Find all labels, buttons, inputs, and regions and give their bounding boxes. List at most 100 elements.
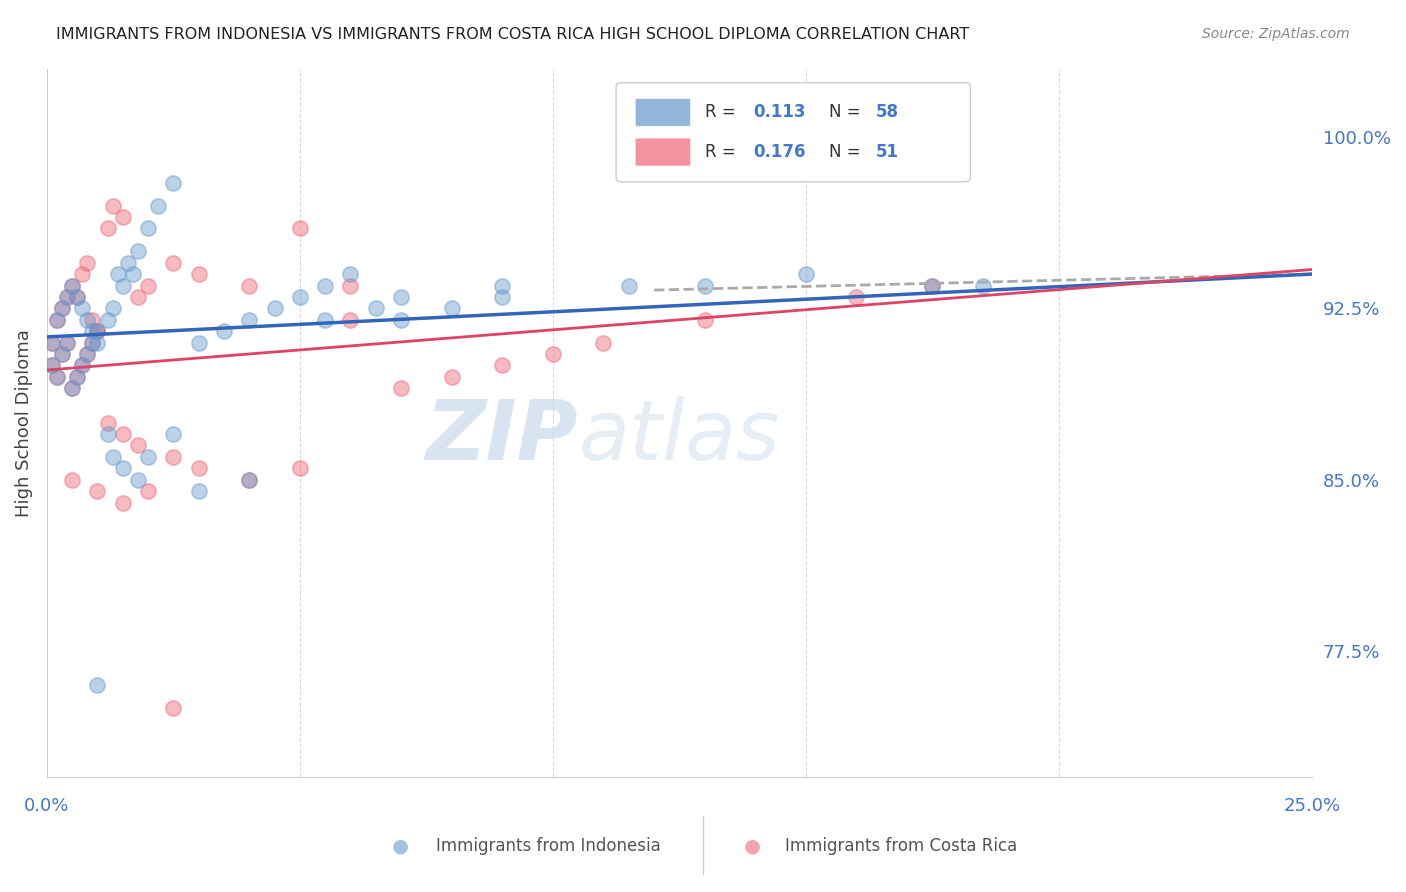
Point: [46, 370, 69, 384]
Point: [162, 255, 184, 269]
Point: [41, 359, 63, 373]
Point: [60, 473, 83, 487]
FancyBboxPatch shape: [616, 83, 970, 182]
Point: [212, 324, 235, 338]
Point: [592, 335, 614, 350]
Point: [72, 359, 94, 373]
Point: [76, 312, 98, 326]
Point: [148, 198, 170, 212]
Point: [389, 290, 412, 304]
Point: [46, 312, 69, 326]
Point: [122, 267, 145, 281]
Point: [82, 312, 104, 326]
Point: [187, 267, 209, 281]
Point: [972, 278, 994, 293]
Point: [86, 324, 108, 338]
Point: [46, 370, 69, 384]
Text: 25.0%: 25.0%: [1284, 797, 1340, 815]
Point: [97, 312, 120, 326]
Point: [440, 301, 463, 316]
Point: [187, 461, 209, 475]
Point: [86, 324, 108, 338]
Point: [97, 427, 120, 442]
Point: [51, 301, 73, 316]
Point: [86, 484, 108, 499]
Point: [288, 221, 311, 235]
Text: 0.176: 0.176: [752, 143, 806, 161]
Point: [845, 290, 868, 304]
Point: [339, 267, 361, 281]
Point: [72, 301, 94, 316]
Point: [56, 335, 79, 350]
Point: [97, 416, 120, 430]
Point: [921, 278, 943, 293]
Point: [541, 347, 564, 361]
Point: [86, 678, 108, 692]
Point: [82, 335, 104, 350]
Point: [72, 267, 94, 281]
Point: [46, 312, 69, 326]
Point: [60, 278, 83, 293]
Point: [127, 290, 149, 304]
Point: [127, 473, 149, 487]
Point: [60, 381, 83, 395]
Text: 0.113: 0.113: [752, 103, 806, 121]
Point: [111, 278, 134, 293]
Point: [60, 381, 83, 395]
Point: [76, 347, 98, 361]
Text: Immigrants from Costa Rica: Immigrants from Costa Rica: [785, 837, 1017, 855]
Text: IMMIGRANTS FROM INDONESIA VS IMMIGRANTS FROM COSTA RICA HIGH SCHOOL DIPLOMA CORR: IMMIGRANTS FROM INDONESIA VS IMMIGRANTS …: [56, 27, 970, 42]
Text: ●: ●: [392, 836, 409, 855]
FancyBboxPatch shape: [636, 98, 690, 127]
Point: [86, 335, 108, 350]
Point: [127, 438, 149, 452]
Point: [82, 335, 104, 350]
Point: [82, 324, 104, 338]
Text: R =: R =: [704, 103, 741, 121]
Point: [314, 312, 336, 326]
Point: [56, 290, 79, 304]
Point: [693, 278, 716, 293]
Point: [107, 267, 129, 281]
Point: [693, 312, 716, 326]
Point: [339, 278, 361, 293]
FancyBboxPatch shape: [636, 138, 690, 166]
Text: 51: 51: [876, 143, 898, 161]
Point: [187, 335, 209, 350]
Point: [66, 290, 89, 304]
Text: atlas: atlas: [578, 396, 780, 477]
Point: [60, 278, 83, 293]
Point: [491, 290, 513, 304]
Text: 58: 58: [876, 103, 898, 121]
Point: [238, 473, 260, 487]
Point: [66, 370, 89, 384]
Point: [136, 450, 159, 464]
Point: [617, 278, 640, 293]
Point: [111, 495, 134, 509]
Point: [76, 347, 98, 361]
Point: [101, 450, 124, 464]
Point: [238, 278, 260, 293]
Point: [238, 312, 260, 326]
Point: [51, 301, 73, 316]
Point: [238, 473, 260, 487]
Point: [86, 324, 108, 338]
Point: [72, 359, 94, 373]
Point: [339, 312, 361, 326]
Point: [389, 312, 412, 326]
Point: [389, 381, 412, 395]
Point: [162, 701, 184, 715]
Point: [921, 278, 943, 293]
Point: [127, 244, 149, 259]
Point: [101, 301, 124, 316]
Point: [51, 347, 73, 361]
Point: [41, 359, 63, 373]
Point: [364, 301, 387, 316]
Point: [136, 278, 159, 293]
Point: [491, 278, 513, 293]
Point: [51, 347, 73, 361]
Point: [101, 198, 124, 212]
Text: Source: ZipAtlas.com: Source: ZipAtlas.com: [1202, 27, 1350, 41]
Point: [440, 370, 463, 384]
Text: Immigrants from Indonesia: Immigrants from Indonesia: [436, 837, 661, 855]
